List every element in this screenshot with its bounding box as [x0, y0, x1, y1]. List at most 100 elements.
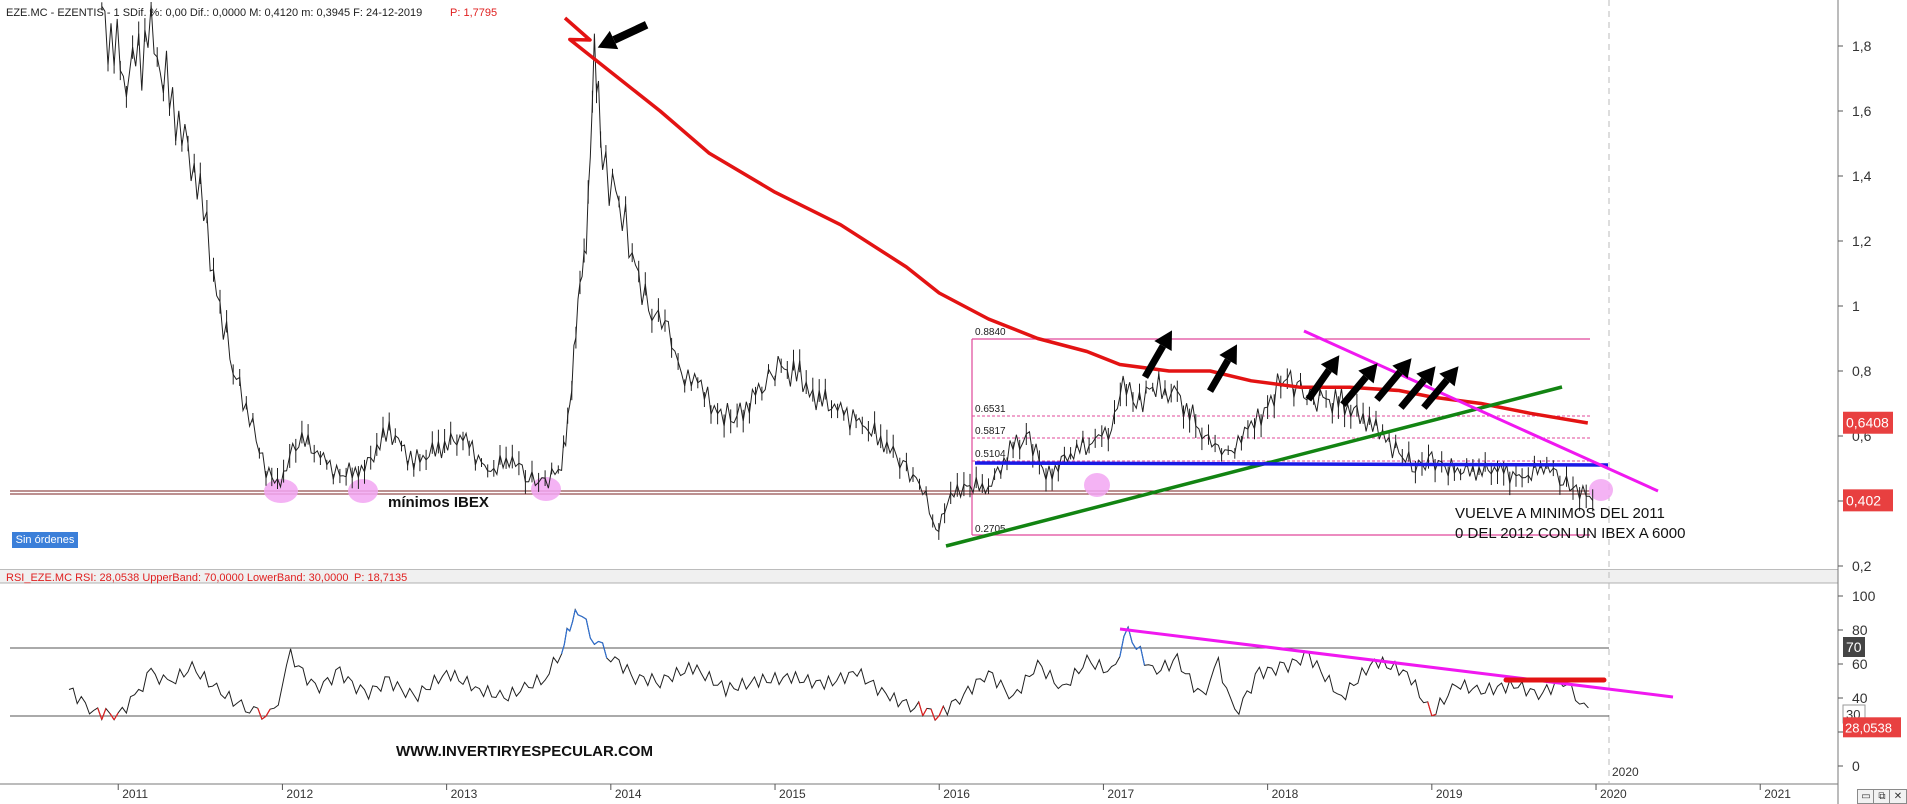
rsi-tick-label: 40 [1852, 690, 1868, 706]
highlight-circle [1589, 479, 1613, 501]
rsi-value-tag-label: 28,0538 [1845, 720, 1892, 735]
y-tick-label: 1,6 [1852, 103, 1872, 119]
magenta-downtrend[interactable] [1303, 329, 1659, 493]
fib-label-0.6531: 0.6531 [975, 404, 1006, 415]
rsi-oversold-segment [97, 707, 103, 720]
rsi-oversold-segment [934, 715, 940, 721]
rsi-oversold-segment [113, 712, 119, 721]
price-tag-label: 0,402 [1846, 492, 1881, 508]
x-tick-label: 2021 [1764, 787, 1791, 801]
x-tick-label: 2016 [943, 787, 970, 801]
rsi-overbought-segment [1135, 645, 1141, 650]
rsi-overbought-segment [569, 621, 574, 632]
vuelve-line-2: 0 DEL 2012 CON UN IBEX A 6000 [1455, 525, 1685, 542]
y-tick-label: 1,4 [1852, 168, 1872, 184]
x-tick-label: 2019 [1436, 787, 1463, 801]
price-tag-label: 0,6408 [1846, 415, 1889, 431]
rsi-tick-label: 100 [1852, 588, 1876, 604]
price-tag [1843, 411, 1893, 434]
rsi-oversold-segment [265, 708, 271, 717]
x-tick-label: 2018 [1272, 787, 1299, 801]
rsi-magenta-downtrend[interactable] [1119, 627, 1674, 699]
rsi-oversold-segment [261, 715, 267, 720]
rsi-tick-label: 80 [1852, 622, 1868, 638]
arrow-icon [1374, 358, 1412, 402]
x-tick-label: 2014 [615, 787, 642, 801]
y-tick-label: 0,2 [1852, 558, 1872, 574]
rsi-overbought-segment [577, 614, 583, 618]
rsi-overbought-segment [589, 637, 595, 645]
rsi-overbought-segment [571, 609, 576, 622]
fib-label-0.5104: 0.5104 [975, 449, 1006, 460]
rsi-header-p: P: 18,7135 [354, 572, 407, 584]
rsi-oversold-segment [930, 708, 936, 721]
price-tag [1843, 489, 1893, 512]
website-label: WWW.INVERTIRYESPECULAR.COM [396, 743, 653, 760]
chart-header-fields: Dif. %: 0,00 Dif.: 0,0000 M: 0,4120 m: 0… [130, 7, 422, 19]
y-tick-label: 0,8 [1852, 363, 1872, 379]
chart-header-p: P: 1,7795 [450, 7, 497, 19]
rsi-oversold-segment [1431, 713, 1437, 717]
chart-header-prefix: EZE.MC - EZENTIS - 1 S [6, 7, 130, 19]
rsi-overbought-segment [598, 640, 603, 644]
rsi-overbought-segment [1119, 636, 1125, 657]
arrow-icon [1340, 363, 1378, 407]
rsi-overbought-segment [563, 628, 568, 645]
rsi-oversold-segment [257, 708, 263, 720]
x-tick-label: 2020 [1600, 787, 1627, 801]
rsi-oversold-segment [938, 705, 944, 716]
arrow-icon [597, 21, 649, 50]
rsi-overbought-segment [1131, 642, 1137, 650]
rsi-oversold-segment [918, 701, 924, 716]
moving-average-series [563, 16, 1589, 425]
rsi-overbought-segment [602, 642, 608, 659]
minimos-highlights [264, 473, 1613, 503]
arrow-icon [1141, 330, 1172, 379]
fib-label-0.5817: 0.5817 [975, 426, 1006, 437]
y-tick-label: 1 [1852, 298, 1860, 314]
rsi-oversold-segment [1427, 701, 1433, 716]
rsi-overbought-segment [585, 618, 591, 639]
rsi-overbought-segment [574, 609, 579, 616]
y-tick-label: 1,8 [1852, 38, 1872, 54]
year-2020-label: 2020 [1612, 765, 1639, 779]
sma-line[interactable] [563, 16, 1589, 425]
green-trendline[interactable] [945, 385, 1563, 548]
x-tick-label: 2013 [451, 787, 478, 801]
rsi-overbought-segment [594, 640, 599, 645]
rsi-tick-label: 0 [1852, 758, 1860, 774]
rsi-oversold-segment [109, 713, 115, 721]
x-tick-label: 2015 [779, 787, 806, 801]
minimos-ibex-label: mínimos IBEX [388, 494, 489, 511]
orders-badge[interactable]: Sin órdenes [12, 532, 78, 548]
rsi-overbought-segment [560, 644, 565, 655]
rsi-header-prefix: RSI_EZE.MC RSI: 28,0538 UpperBand: 70,00… [6, 572, 348, 584]
rsi-tick-label: 60 [1852, 656, 1868, 672]
time-x-axis: 2011 2012 2013 2014 2015 2016 2017 2018 2019 2020… [117, 765, 1791, 801]
price-line [101, 5, 1594, 533]
blue-support-line[interactable] [974, 461, 1609, 467]
rsi-line [68, 608, 1589, 722]
annotation-arrows [597, 21, 1459, 410]
rsi-oversold-segment [922, 708, 928, 716]
rsi-band-tag [1843, 637, 1865, 657]
x-tick-label: 2011 [122, 787, 148, 801]
rsi-header-bar [0, 570, 1838, 583]
rsi-value-tag [1843, 717, 1901, 738]
close-button[interactable]: ✕ [1889, 789, 1907, 804]
highlight-circle [1084, 473, 1110, 497]
rsi-series [68, 608, 1589, 722]
fib-label-0.2705: 0.2705 [975, 524, 1006, 535]
fib-label-0.8840: 0.8840 [975, 327, 1006, 338]
arrow-icon [1421, 366, 1459, 410]
x-tick-label: 2012 [286, 787, 313, 801]
highlight-circle [264, 479, 298, 503]
arrow-icon [1398, 366, 1436, 410]
arrow-icon [1206, 344, 1237, 393]
x-tick-label: 2017 [1107, 787, 1134, 801]
fibonacci-retracement[interactable]: 0.8840 0.6531 0.5817 0.5104 0.2705 [971, 327, 1590, 536]
